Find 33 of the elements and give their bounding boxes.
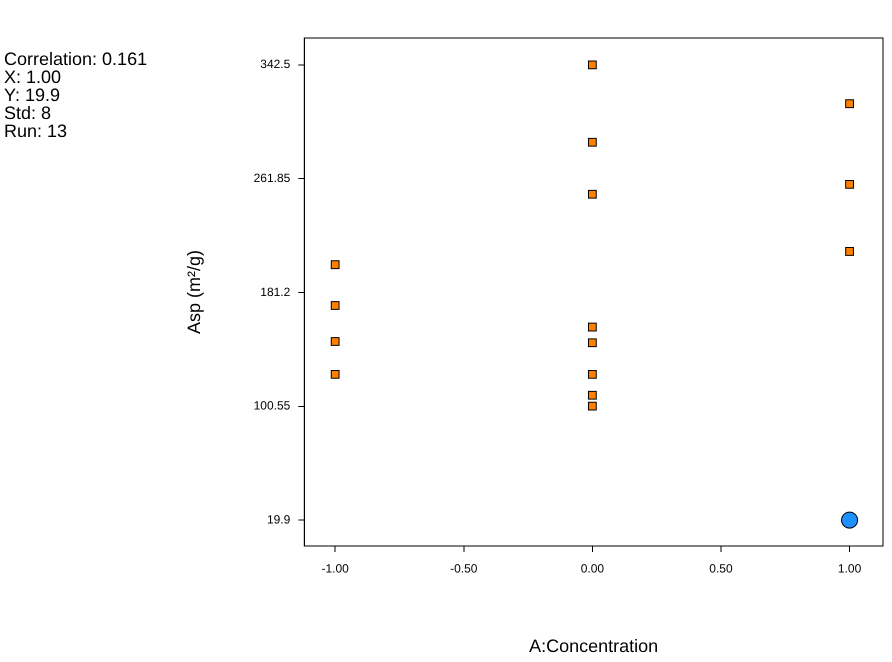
point [841, 512, 858, 529]
point [845, 180, 854, 189]
x-tick-label: 1.00 [838, 562, 862, 576]
y-axis-title: Asp (m²/g) [184, 250, 204, 334]
point [588, 60, 597, 70]
text: X: 1.00 [4, 67, 62, 87]
point [330, 260, 340, 270]
point [588, 138, 597, 147]
point [330, 370, 340, 379]
text: Run: 13 [4, 121, 68, 141]
point [588, 370, 597, 379]
y-tick-label: 181.2 [260, 284, 291, 299]
x-tick-label: 0.50 [709, 562, 733, 576]
x-tick-label: -1.00 [321, 562, 350, 576]
y-tick-label: 261.85 [254, 171, 291, 185]
y-tick-label: 100.55 [254, 398, 291, 413]
point [588, 390, 597, 400]
x-tick-label: 0.00 [580, 562, 604, 576]
point [330, 337, 340, 346]
point [588, 402, 597, 410]
x-tick-label: -0.50 [450, 562, 478, 576]
x-axis-title: A:Concentration [529, 636, 658, 656]
point [330, 301, 340, 310]
point [588, 338, 597, 348]
point [845, 99, 854, 108]
point [588, 322, 597, 332]
point [588, 190, 597, 199]
y-tick-label: 342.5 [260, 57, 291, 72]
text: Std: 8 [4, 103, 52, 123]
text: Correlation: 0.161 [4, 49, 148, 69]
point [845, 247, 854, 256]
y-tick-label: 19.9 [266, 512, 291, 526]
text: Y: 19.9 [4, 85, 62, 105]
